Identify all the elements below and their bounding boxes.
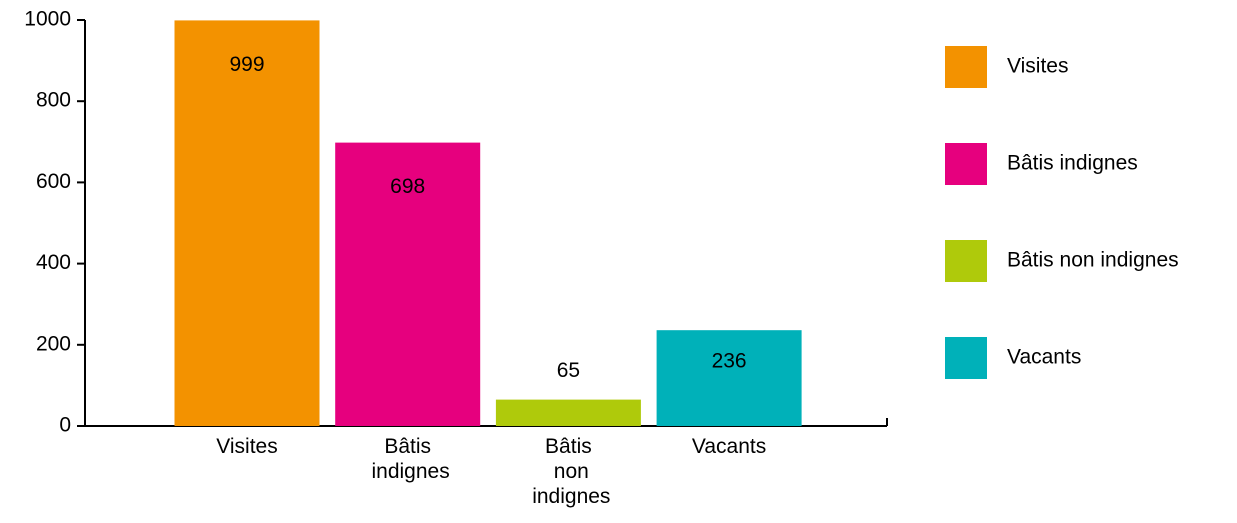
bar [174,20,320,426]
y-tick-label: 400 [36,251,71,274]
x-tick-label: Vacants [692,435,766,458]
legend-label: Bâtis non indignes [1007,249,1179,272]
value-label: 698 [390,175,425,198]
bar [656,330,802,426]
legend-swatch [945,143,987,185]
y-tick-label: 0 [59,414,71,437]
legend-label: Visites [1007,55,1068,78]
legend-swatch [945,46,987,88]
bar [495,399,641,426]
legend-swatch [945,240,987,282]
y-tick-label: 800 [36,89,71,112]
x-tick-label: Visites [216,435,277,458]
y-tick-label: 600 [36,170,71,193]
value-label: 236 [712,350,747,373]
legend-label: Bâtis indignes [1007,152,1138,175]
bar [335,142,481,426]
y-tick-label: 200 [36,332,71,355]
value-label: 999 [229,53,264,76]
y-tick-label: 1000 [24,8,71,31]
legend-swatch [945,337,987,379]
x-tick-label: Bâtis non indignes [526,435,610,508]
value-label: 65 [557,359,580,382]
x-tick-label: Bâtis indignes [366,435,450,483]
legend-label: Vacants [1007,346,1081,369]
